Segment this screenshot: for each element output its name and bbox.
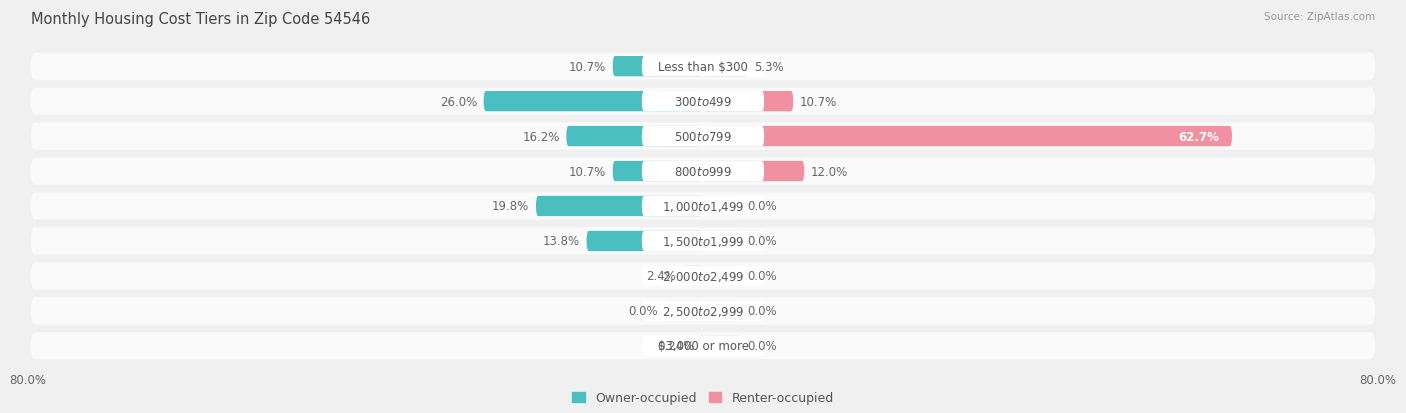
FancyBboxPatch shape [31, 297, 1375, 325]
FancyBboxPatch shape [484, 92, 703, 112]
Text: $1,000 to $1,499: $1,000 to $1,499 [662, 199, 744, 214]
FancyBboxPatch shape [703, 127, 1232, 147]
Text: 0.0%: 0.0% [628, 305, 658, 318]
Text: 0.0%: 0.0% [748, 200, 778, 213]
Text: Source: ZipAtlas.com: Source: ZipAtlas.com [1264, 12, 1375, 22]
Legend: Owner-occupied, Renter-occupied: Owner-occupied, Renter-occupied [572, 392, 834, 404]
Text: 26.0%: 26.0% [440, 95, 477, 108]
FancyBboxPatch shape [641, 127, 765, 147]
FancyBboxPatch shape [641, 301, 765, 321]
FancyBboxPatch shape [683, 266, 703, 286]
FancyBboxPatch shape [31, 228, 1375, 255]
FancyBboxPatch shape [586, 231, 703, 252]
FancyBboxPatch shape [641, 231, 765, 252]
Text: $2,000 to $2,499: $2,000 to $2,499 [662, 269, 744, 283]
FancyBboxPatch shape [536, 197, 703, 216]
FancyBboxPatch shape [613, 57, 703, 77]
FancyBboxPatch shape [567, 127, 703, 147]
FancyBboxPatch shape [700, 336, 703, 356]
FancyBboxPatch shape [31, 123, 1375, 150]
FancyBboxPatch shape [31, 193, 1375, 220]
FancyBboxPatch shape [703, 197, 741, 216]
Text: 10.7%: 10.7% [800, 95, 837, 108]
FancyBboxPatch shape [703, 301, 741, 321]
FancyBboxPatch shape [641, 266, 765, 286]
FancyBboxPatch shape [31, 332, 1375, 360]
FancyBboxPatch shape [703, 231, 741, 252]
Text: $3,000 or more: $3,000 or more [658, 339, 748, 352]
Text: 16.2%: 16.2% [522, 130, 560, 143]
FancyBboxPatch shape [31, 158, 1375, 185]
FancyBboxPatch shape [31, 88, 1375, 116]
Text: Monthly Housing Cost Tiers in Zip Code 54546: Monthly Housing Cost Tiers in Zip Code 5… [31, 12, 370, 27]
FancyBboxPatch shape [703, 92, 793, 112]
Text: $800 to $999: $800 to $999 [673, 165, 733, 178]
Text: $500 to $799: $500 to $799 [673, 130, 733, 143]
FancyBboxPatch shape [703, 336, 741, 356]
FancyBboxPatch shape [613, 161, 703, 182]
FancyBboxPatch shape [641, 336, 765, 356]
Text: 13.8%: 13.8% [543, 235, 579, 248]
FancyBboxPatch shape [31, 263, 1375, 290]
FancyBboxPatch shape [31, 53, 1375, 81]
FancyBboxPatch shape [641, 161, 765, 182]
FancyBboxPatch shape [641, 92, 765, 112]
Text: 12.0%: 12.0% [811, 165, 848, 178]
FancyBboxPatch shape [641, 57, 765, 77]
FancyBboxPatch shape [703, 161, 804, 182]
FancyBboxPatch shape [703, 57, 748, 77]
Text: Less than $300: Less than $300 [658, 61, 748, 74]
FancyBboxPatch shape [703, 266, 741, 286]
Text: 5.3%: 5.3% [755, 61, 785, 74]
Text: 10.7%: 10.7% [569, 61, 606, 74]
Text: 19.8%: 19.8% [492, 200, 529, 213]
Text: 0.0%: 0.0% [748, 305, 778, 318]
Text: 10.7%: 10.7% [569, 165, 606, 178]
FancyBboxPatch shape [641, 197, 765, 216]
Text: $300 to $499: $300 to $499 [673, 95, 733, 108]
FancyBboxPatch shape [665, 301, 703, 321]
Text: 0.0%: 0.0% [748, 270, 778, 283]
Text: 62.7%: 62.7% [1178, 130, 1219, 143]
Text: 0.0%: 0.0% [748, 235, 778, 248]
Text: 0.24%: 0.24% [657, 339, 695, 352]
Text: 0.0%: 0.0% [748, 339, 778, 352]
Text: $2,500 to $2,999: $2,500 to $2,999 [662, 304, 744, 318]
Text: $1,500 to $1,999: $1,500 to $1,999 [662, 235, 744, 248]
Text: 2.4%: 2.4% [647, 270, 676, 283]
